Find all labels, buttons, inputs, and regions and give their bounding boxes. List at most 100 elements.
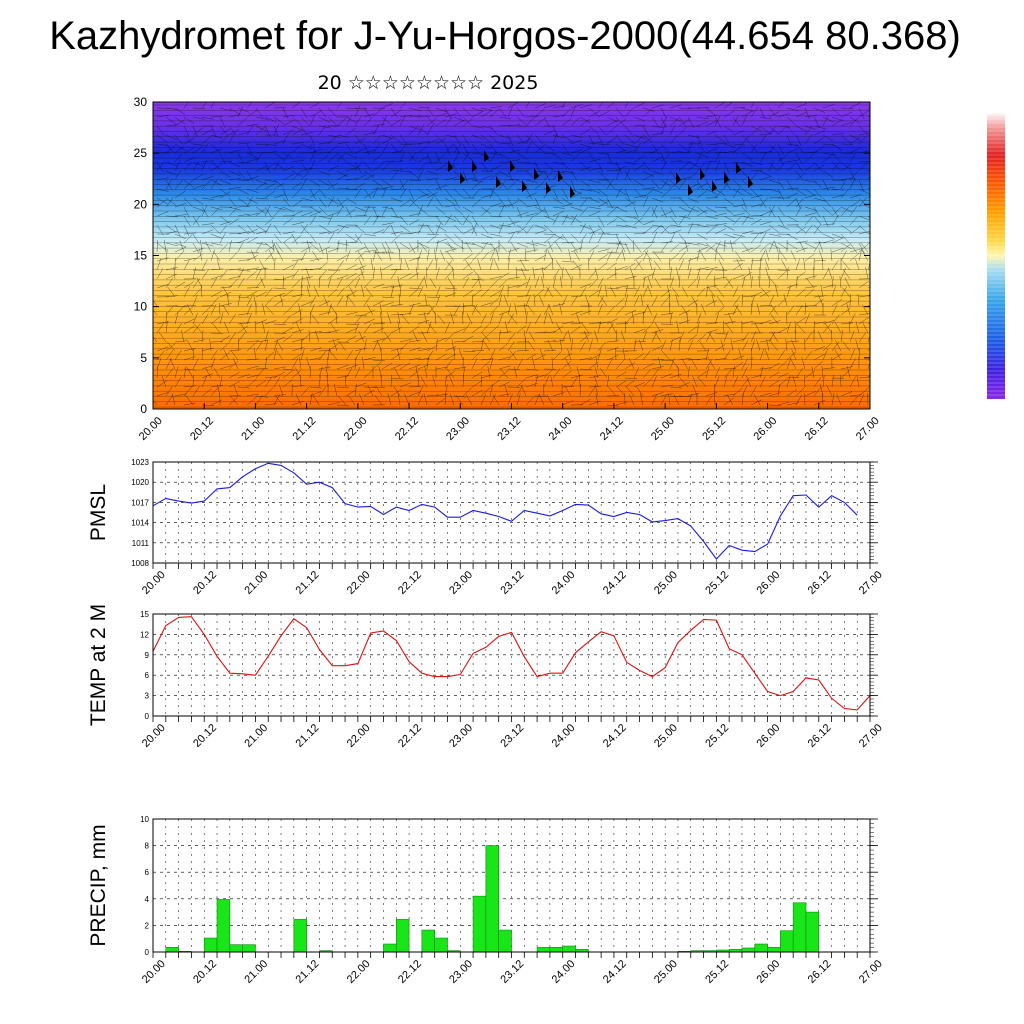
x-tick-label: 25.00: [652, 958, 680, 986]
wind-barb: [642, 190, 653, 199]
wind-barb: [282, 174, 294, 181]
wind-barb: [338, 341, 347, 352]
wind-barb: [444, 177, 457, 181]
precip-bar: [536, 947, 551, 953]
wind-barb: [651, 125, 664, 129]
wind-barb: [669, 124, 676, 136]
wind-barb: [606, 318, 618, 325]
wind-barb: [840, 188, 849, 199]
wind-barb: [660, 393, 673, 397]
wind-barb: [543, 331, 556, 334]
wind-barb: [444, 359, 453, 370]
wind-barb: [165, 343, 176, 352]
wind-barb: [840, 178, 847, 190]
wind-barb: [255, 394, 263, 406]
wind-barb: [865, 267, 869, 280]
wind-barb: [624, 102, 629, 109]
wind-barb: [372, 242, 380, 254]
wind-barb: [390, 284, 403, 289]
wind-barb: [408, 125, 421, 131]
wind-barb: [525, 134, 535, 144]
wind-barb: [632, 240, 635, 253]
wind-barb: [192, 242, 200, 254]
wind-barb: [372, 124, 380, 136]
wind-barb: [525, 102, 530, 109]
x-tick-label: 26.12: [803, 415, 831, 443]
wind-barb: [510, 241, 518, 253]
wind-barb: [194, 323, 203, 334]
wind-barb: [541, 276, 545, 289]
wind-barb: [219, 243, 229, 253]
wind-barb: [861, 304, 869, 316]
wind-barb: [336, 375, 349, 379]
wind-barb: [642, 241, 655, 244]
wind-barb: [480, 358, 493, 361]
wind-barb: [732, 115, 739, 127]
wind-barb: [534, 288, 545, 298]
wind-barb: [201, 229, 214, 235]
wind-barb: [759, 232, 767, 244]
wind-barb: [255, 380, 267, 388]
wind-barb: [813, 215, 822, 226]
wind-barb: [714, 366, 721, 379]
wind-barb: [831, 119, 843, 127]
wind-barb: [230, 350, 239, 361]
wind-barb: [849, 102, 861, 109]
wind-barb: [860, 242, 869, 253]
wind-barb: [498, 179, 507, 190]
x-tick-label: 23.00: [447, 569, 475, 597]
wind-barb: [750, 294, 756, 307]
wind-barb: [237, 259, 250, 262]
wind-barb: [153, 299, 158, 307]
wind-barb: [642, 187, 655, 190]
wind-barb: [381, 302, 394, 307]
wind-barb: [309, 188, 317, 200]
wind-barb: [705, 188, 717, 195]
wind-barb: [461, 240, 464, 253]
wind-barb: [309, 143, 317, 155]
wind-barb: [696, 190, 707, 199]
wind-barb: [273, 376, 281, 388]
wind-barb: [380, 312, 383, 325]
wind-barb: [723, 368, 733, 379]
wind-barb: [265, 305, 275, 316]
wind-barb: [465, 241, 473, 253]
wind-barb: [552, 132, 558, 145]
wind-barb: [327, 338, 340, 343]
wind-barb: [588, 258, 590, 271]
wind-barb: [583, 330, 590, 343]
wind-barb: [633, 286, 640, 298]
wind-barb: [255, 368, 268, 370]
x-tick-label: 24.12: [598, 415, 626, 443]
wind-barb: [840, 391, 853, 397]
wind-barb: [471, 198, 482, 208]
wind-barb: [516, 206, 522, 219]
wind-barb: [507, 149, 520, 154]
wind-flag: [448, 160, 453, 172]
wind-barb: [786, 357, 792, 370]
wind-barb: [696, 242, 709, 247]
wind-barb: [237, 296, 250, 299]
wind-barb: [579, 118, 590, 127]
wind-barb: [588, 269, 597, 280]
wind-barb: [570, 242, 578, 254]
wind-barb: [669, 336, 681, 343]
wind-barb: [201, 142, 209, 154]
wind-barb: [426, 321, 432, 334]
wind-barb: [606, 287, 619, 290]
wind-barb: [453, 107, 462, 118]
wind-barb: [626, 386, 635, 397]
wind-barb: [264, 320, 277, 325]
wind-barb: [201, 175, 214, 181]
wind-barb: [516, 260, 529, 262]
wind-barb: [597, 295, 605, 307]
wind-barb: [642, 324, 652, 334]
wind-barb: [390, 389, 402, 397]
wind-barb: [264, 376, 272, 388]
x-tick-label: 22.12: [396, 569, 424, 597]
wind-barb: [183, 386, 192, 397]
wind-barb: [219, 375, 223, 388]
wind-barb: [732, 338, 745, 343]
wind-barb: [732, 355, 745, 361]
wind-barb: [327, 182, 339, 190]
